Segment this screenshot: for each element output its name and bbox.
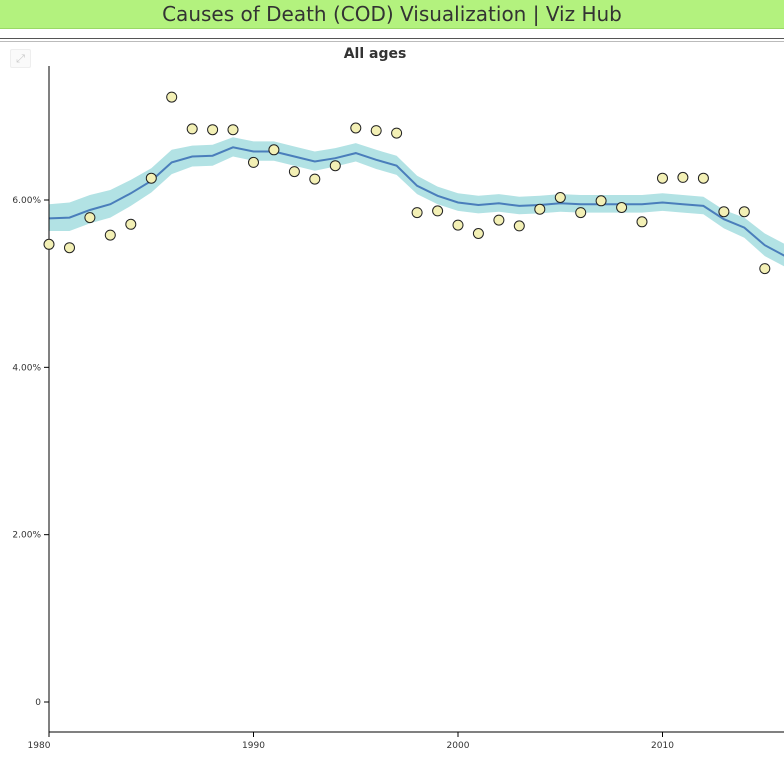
observed-data-point	[288, 166, 300, 178]
observed-data-point	[554, 192, 566, 203]
observed-data-point	[64, 242, 75, 254]
observed-data-point	[657, 172, 668, 184]
observed-data-point	[534, 203, 546, 215]
observed-data-point	[718, 206, 730, 218]
chart-title: All ages	[343, 46, 407, 62]
header-divider-secondary	[0, 41, 784, 42]
estimate-line-layer	[49, 146, 784, 257]
app-header: Causes of Death (COD) Visualization | Vi…	[0, 0, 784, 29]
y-tick-label: 4.00%	[12, 363, 41, 373]
observed-data-point	[595, 195, 607, 207]
observed-data-point	[677, 171, 689, 183]
expand-arrows-icon: ⤢	[16, 52, 25, 65]
observed-data-point	[452, 219, 464, 231]
observed-data-point	[738, 206, 750, 218]
observed-data-point	[432, 205, 444, 217]
observed-data-point	[166, 91, 178, 103]
observed-data-point	[125, 218, 137, 230]
observed-data-point	[43, 238, 55, 250]
observed-data-point	[493, 214, 505, 226]
observed-data-point	[84, 212, 96, 224]
observed-points-layer	[43, 91, 771, 275]
expand-chart-button[interactable]: ⤢	[10, 49, 31, 68]
observed-data-point	[227, 124, 239, 136]
observed-data-point	[575, 207, 587, 219]
observed-data-point	[248, 156, 259, 168]
header-divider	[0, 38, 784, 39]
observed-data-point	[329, 160, 341, 172]
x-tick-label: 1980	[28, 741, 51, 751]
axes: 0 2.00% 4.00% 6.00% 1980 1990 2000 2010	[12, 66, 784, 751]
y-tick-label: 0	[35, 698, 41, 708]
observed-data-point	[145, 172, 157, 184]
observed-data-point	[186, 123, 198, 135]
observed-data-point	[513, 220, 525, 232]
observed-data-point	[411, 207, 423, 219]
estimate-line	[49, 146, 784, 257]
observed-data-point	[104, 229, 116, 241]
x-tick-label: 1990	[242, 741, 265, 751]
x-tick-label: 2010	[651, 741, 674, 751]
observed-data-point	[391, 127, 403, 139]
app-title: Causes of Death (COD) Visualization | Vi…	[162, 2, 622, 26]
observed-data-point	[616, 202, 628, 213]
y-tick-label: 6.00%	[12, 196, 41, 206]
observed-data-point	[472, 228, 484, 239]
observed-data-point	[370, 125, 382, 137]
y-tick-label: 2.00%	[12, 531, 41, 541]
confidence-band	[49, 137, 784, 267]
observed-data-point	[636, 216, 648, 228]
confidence-band-layer	[49, 137, 784, 267]
observed-data-point	[207, 124, 219, 136]
observed-data-point	[268, 144, 280, 156]
observed-data-point	[309, 173, 321, 185]
observed-data-point	[759, 263, 771, 275]
observed-data-point	[350, 122, 362, 134]
observed-data-point	[697, 172, 709, 184]
x-tick-label: 2000	[447, 741, 470, 751]
